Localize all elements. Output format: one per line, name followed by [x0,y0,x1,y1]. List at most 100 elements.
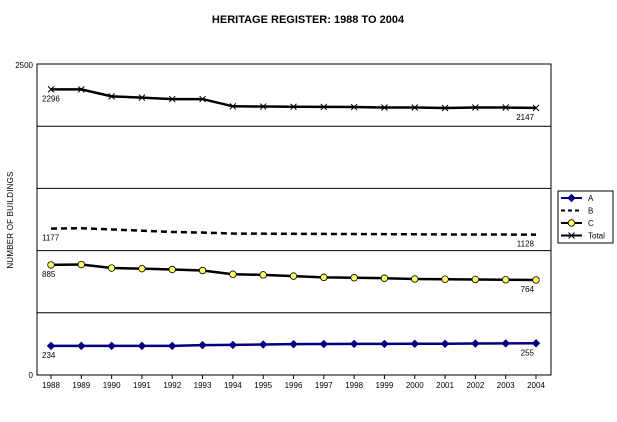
point-total [168,95,176,103]
x-tick-label: 1993 [194,381,212,390]
legend-marker-a [567,193,576,203]
point-c [441,275,449,283]
legend-item-c: C [561,219,594,228]
x-tick-label: 2001 [436,381,454,390]
series-line-total [51,88,537,110]
point-total [47,86,55,93]
point-c [380,274,389,282]
point-a [471,339,480,348]
gridlines [37,125,551,314]
point-c [471,275,480,284]
point-a [349,339,359,349]
point-a [168,341,177,351]
point-total [229,102,237,110]
point-a [228,340,238,350]
point-total [472,104,479,111]
legend-marker-total [568,232,575,239]
point-total [259,103,267,110]
data-label-start-c: 885 [42,270,56,279]
y-tick-max: 2500 [15,61,33,70]
legend-label-b: B [588,207,593,216]
data-labels: 234 255 1177 1128 885 764 2296 2147 [42,94,535,360]
data-label-end-a: 255 [521,348,535,357]
point-total [290,103,297,111]
legend-box [557,190,614,244]
series-line-b [50,226,537,236]
x-tick-label: 1988 [42,381,60,390]
x-tick-label: 2004 [527,381,545,390]
point-c [47,261,55,269]
data-label-end-total: 2147 [516,113,534,122]
point-a [501,339,510,348]
point-a [289,339,298,349]
data-label-start-b: 1177 [42,234,60,243]
x-tick-label: 2002 [466,381,484,390]
x-tick-label: 1999 [376,381,394,390]
x-tick-label: 1997 [315,381,333,390]
point-total [441,104,449,112]
point-total [108,92,115,100]
point-a [410,339,419,348]
x-tick-label: 1989 [72,381,90,390]
legend-label-c: C [588,219,594,228]
point-a [319,339,329,349]
x-tick-label: 1994 [224,381,242,390]
point-c [77,260,86,269]
point-total [350,103,358,111]
point-c [168,265,176,274]
point-total [138,94,146,101]
series-a [46,339,541,351]
y-axis-title: NUMBER OF BUILDINGS [6,171,15,268]
x-tick-label: 1991 [133,381,151,390]
point-total [199,95,206,103]
point-a [137,341,147,351]
x-tick-label: 1992 [163,381,181,390]
point-a [531,339,541,348]
legend: ABC Total [557,190,614,244]
point-c [350,274,358,282]
data-label-start-total: 2296 [42,94,60,103]
point-a [107,341,116,351]
x-axis-ticks: 1988 1989 1990 1991 1992 1993 1994 1995 1996 1997… [42,375,545,390]
point-c [501,276,510,284]
x-tick-label: 2000 [406,381,424,390]
series-total [47,86,540,112]
point-a [440,339,450,348]
point-a [258,340,268,349]
x-tick-label: 1998 [345,381,363,390]
point-total [77,86,85,93]
data-label-end-c: 764 [521,285,535,294]
point-total [411,104,419,111]
point-c [289,272,298,280]
point-c [107,264,116,272]
point-c [411,275,419,283]
point-total [320,103,328,111]
legend-label-a: A [588,194,594,203]
data-label-end-b: 1128 [517,240,535,249]
x-tick-label: 2003 [497,381,515,390]
point-a [380,339,389,349]
series-c [47,260,540,284]
plot-area [36,63,552,376]
point-a [198,340,207,350]
chart-title: HERITAGE REGISTER: 1988 TO 2004 [212,14,405,26]
legend-item-total: Total [561,232,605,241]
y-tick-min: 0 [29,371,34,380]
legend-label-total: Total [588,232,605,241]
point-c [198,266,207,275]
x-tick-label: 1996 [285,381,303,390]
x-tick-label: 1995 [254,381,272,390]
legend-marker-c [567,219,576,227]
point-c [138,264,146,273]
point-c [229,270,237,278]
point-total [532,104,540,112]
point-c [320,273,328,282]
legend-item-a: A [561,193,594,203]
legend-item-b: B [561,207,593,216]
point-total [381,104,388,111]
data-label-start-a: 234 [42,351,56,360]
point-total [502,104,510,111]
series-b [50,226,537,236]
series-layer [46,86,541,351]
